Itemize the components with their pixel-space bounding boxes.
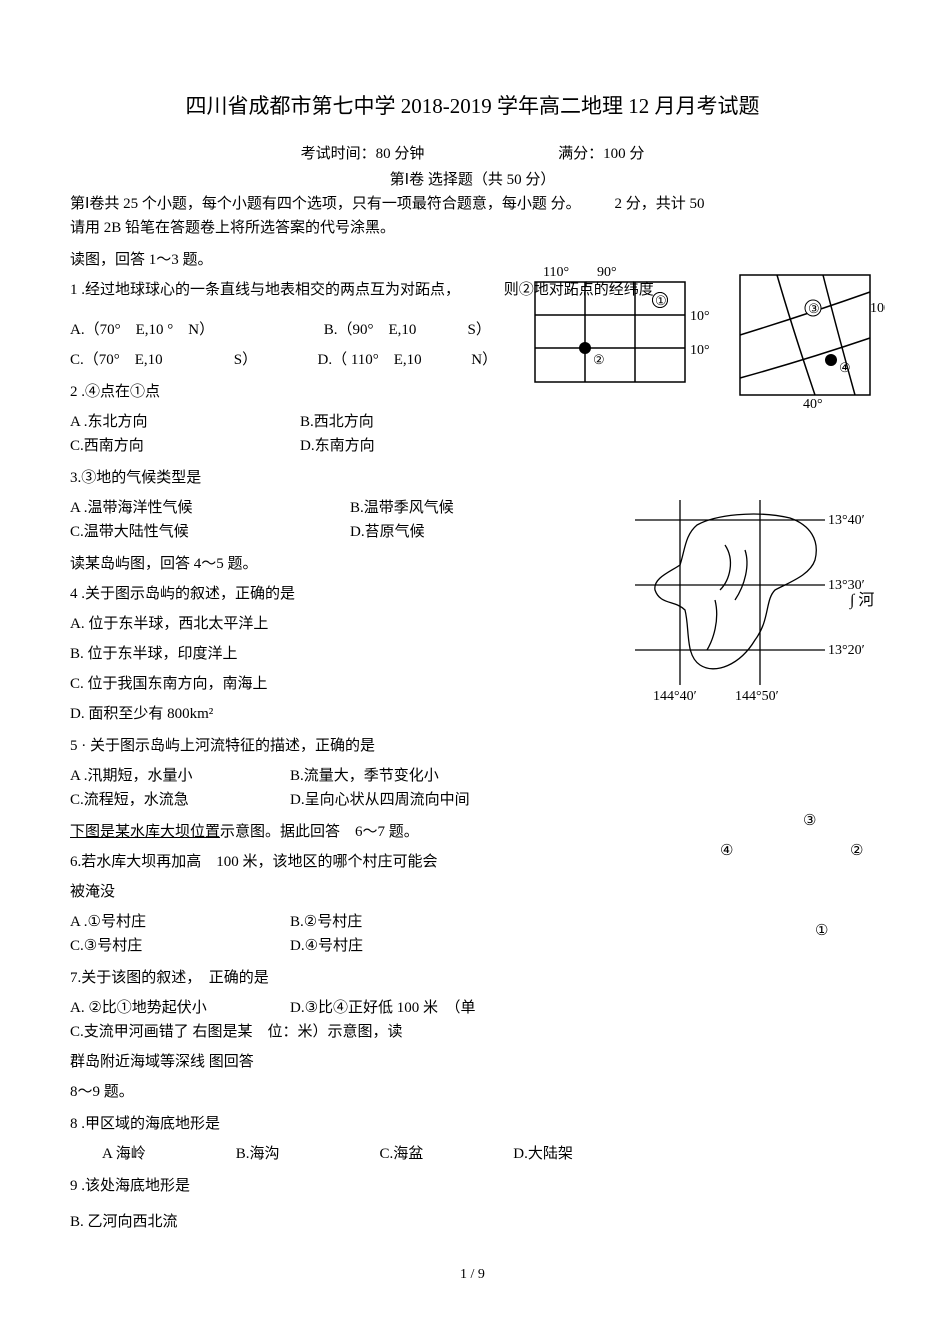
question-8: 8 .甲区域的海底地形是 A 海岭 B.海沟 C.海盆 D.大陆架 bbox=[70, 1112, 875, 1166]
fig1-10b: 10° bbox=[690, 343, 710, 358]
q7-tail1: 群岛附近海域等深线 图回答 bbox=[70, 1050, 875, 1074]
q1-n: N） bbox=[471, 352, 497, 368]
q5-opt-b: B.流量大，季节变化小 bbox=[290, 764, 439, 788]
q67-intro-tail: 示意图。据此回答 6～7 题。 bbox=[220, 824, 419, 840]
q5-text: 5 · 关于图示岛屿上河流特征的描述，正确的是 bbox=[70, 734, 875, 758]
q2-opt-c: C.西南方向 bbox=[70, 434, 300, 458]
q7-opt-a: A. ②比①地势起伏小 bbox=[70, 996, 290, 1020]
section-1-label: 第Ⅰ卷 选择题（共 50 分） bbox=[70, 168, 875, 192]
q8-opt-a: A 海岭 bbox=[102, 1142, 232, 1166]
q1-text: 1 .经过地球球心的一条直线与地表相交的两点互为对跖点， bbox=[70, 282, 460, 298]
instr-line-1: 第Ⅰ卷共 25 个小题，每个小题有四个选项，只有一项最符合题意，每小题 分。 bbox=[70, 196, 581, 212]
fig1-10a: 10° bbox=[690, 309, 710, 324]
q6-opt-b: B.②号村庄 bbox=[290, 910, 362, 934]
fig3-c1: ① bbox=[815, 923, 828, 939]
fig1-c3: ③ bbox=[808, 301, 820, 316]
q6-opt-c: C.③号村庄 bbox=[70, 934, 290, 958]
fig1-40: 40° bbox=[803, 397, 823, 410]
map-grid-svg: ① ② 110° 90° 10° 10° ③ ④ 100° 40° bbox=[515, 260, 885, 410]
q67-intro-underline: 下图是某水库大坝位置 bbox=[70, 824, 220, 840]
q9-opt-b: B. 乙河向西北流 bbox=[70, 1210, 875, 1234]
fig2-lon2: 144°50′ bbox=[735, 689, 779, 704]
figure-2-island: 13°40′ 13°30′ 13°20′ 144°40′ 144°50′ ∫ 河 bbox=[625, 490, 885, 710]
island-svg: 13°40′ 13°30′ 13°20′ 144°40′ 144°50′ ∫ 河 bbox=[625, 490, 885, 710]
q7-text: 7.关于该图的叙述， 正确的是 bbox=[70, 966, 875, 990]
exam-info-row: 考试时间：80 分钟 满分：100 分 bbox=[70, 142, 875, 166]
q9-text: 9 .该处海底地形是 bbox=[70, 1174, 875, 1198]
fig1-100: 100° bbox=[870, 301, 885, 316]
fig2-lat1: 13°40′ bbox=[828, 513, 865, 528]
q1-s: S） bbox=[468, 322, 491, 338]
q8-opt-b: B.海沟 bbox=[236, 1142, 376, 1166]
figure-1-map-grids: ① ② 110° 90° 10° 10° ③ ④ 100° 40° bbox=[515, 260, 885, 410]
q5-opt-a: A .汛期短，水量小 bbox=[70, 764, 290, 788]
fig1-c2: ② bbox=[593, 352, 605, 367]
fig2-lon1: 144°40′ bbox=[653, 689, 697, 704]
q3-opt-b: B.温带季风气候 bbox=[350, 496, 454, 520]
q3-opt-c: C.温带大陆性气候 bbox=[70, 520, 350, 544]
q1-opt-a: A.（70° E,10 ° N） bbox=[70, 318, 320, 342]
instr-line-2: 请用 2B 铅笔在答题卷上将所选答案的代号涂黑。 bbox=[70, 220, 395, 236]
fig1-c4: ④ bbox=[839, 360, 851, 375]
exam-time: 考试时间：80 分钟 bbox=[301, 142, 425, 166]
villages-svg: ③ ④ ② ① bbox=[665, 800, 885, 960]
q7-opt-c: C.支流甲河画错了 右图是某 位：米）示意图，读 bbox=[70, 1020, 875, 1044]
q3-opt-d: D.苔原气候 bbox=[350, 520, 425, 544]
fig1-90: 90° bbox=[597, 265, 617, 280]
q1-cs: S） bbox=[234, 348, 314, 372]
q7-tail2: 8～9 题。 bbox=[70, 1080, 875, 1104]
page-content: 四川省成都市第七中学 2018-2019 学年高二地理 12 月月考试题 考试时… bbox=[70, 90, 875, 1286]
exam-title: 四川省成都市第七中学 2018-2019 学年高二地理 12 月月考试题 bbox=[70, 90, 875, 124]
q2-opt-d: D.东南方向 bbox=[300, 434, 530, 458]
exam-score: 满分：100 分 bbox=[558, 146, 644, 162]
fig2-lat2: 13°30′ bbox=[828, 578, 865, 593]
instr-line-1b: 2 分，共计 50 bbox=[614, 196, 704, 212]
question-7: 7.关于该图的叙述， 正确的是 A. ②比①地势起伏小 D.③比④正好低 100… bbox=[70, 966, 875, 1104]
q8-text: 8 .甲区域的海底地形是 bbox=[70, 1112, 875, 1136]
figure-3-villages: ③ ④ ② ① bbox=[665, 800, 885, 960]
page-number: 1 / 9 bbox=[70, 1264, 875, 1286]
fig1-c1: ① bbox=[655, 293, 667, 308]
q2-opt-b: B.西北方向 bbox=[300, 410, 530, 434]
instructions: 第Ⅰ卷共 25 个小题，每个小题有四个选项，只有一项最符合题意，每小题 分。 2… bbox=[70, 192, 875, 240]
q8-opt-c: C.海盆 bbox=[380, 1142, 510, 1166]
fig3-c4: ④ bbox=[720, 843, 733, 859]
fig3-c3: ③ bbox=[803, 813, 816, 829]
q5-opt-d: D.呈向心状从四周流向中间 bbox=[290, 788, 470, 812]
q1-opt-b: B.（90° E,10 bbox=[324, 318, 464, 342]
q7-opt-d: D.③比④正好低 100 米 （单 bbox=[290, 996, 476, 1020]
q8-opt-d: D.大陆架 bbox=[513, 1146, 573, 1162]
q5-opt-c: C.流程短，水流急 bbox=[70, 788, 290, 812]
fig2-lat3: 13°20′ bbox=[828, 643, 865, 658]
question-9: 9 .该处海底地形是 B. 乙河向西北流 bbox=[70, 1174, 875, 1234]
q3-text: 3.③地的气候类型是 bbox=[70, 466, 875, 490]
q6-opt-a: A .①号村庄 bbox=[70, 910, 290, 934]
fig3-c2: ② bbox=[850, 843, 863, 859]
q2-opt-a: A .东北方向 bbox=[70, 410, 300, 434]
q3-opt-a: A .温带海洋性气候 bbox=[70, 496, 350, 520]
fig1-110: 110° bbox=[543, 265, 569, 280]
q1-opt-d: D.（ 110° E,10 bbox=[318, 348, 468, 372]
q6-opt-d: D.④号村庄 bbox=[290, 934, 363, 958]
fig2-river: ∫ 河 bbox=[849, 591, 874, 610]
q1-opt-c: C.（70° E,10 bbox=[70, 348, 230, 372]
